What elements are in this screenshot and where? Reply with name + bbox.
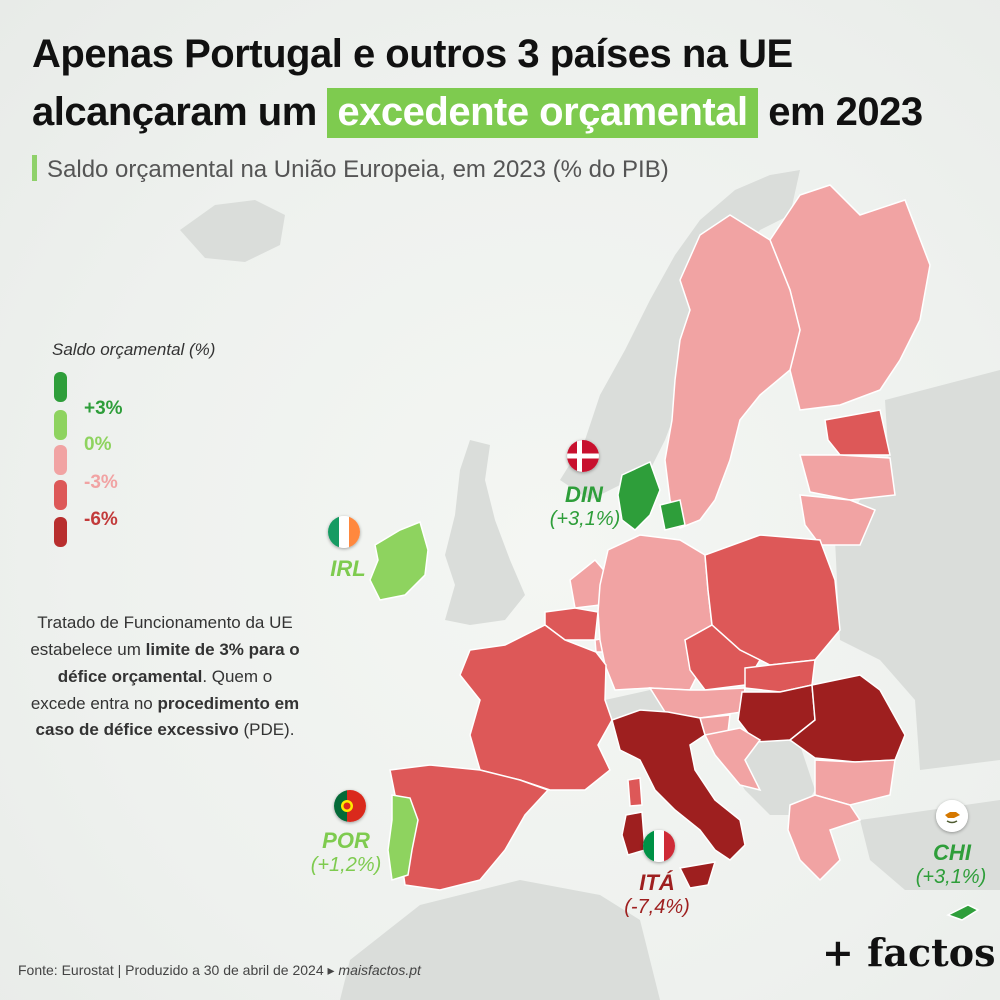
title-line-2-start: alcançaram um [32, 90, 317, 134]
italy-flag-icon [643, 830, 675, 862]
country-sweden [664, 214, 801, 529]
legend-label-minus3: -3% [84, 472, 118, 493]
legend-title: Saldo orçamental (%) [52, 340, 216, 359]
title-highlight: excedente orçamental [327, 88, 758, 138]
callout-por-name: POR [322, 828, 370, 853]
legend-swatch-zero [54, 445, 67, 475]
title-line-2-end: em 2023 [768, 90, 923, 134]
cyprus-flag-icon [936, 800, 968, 832]
legend-label-zero: 0% [84, 434, 112, 455]
legend-swatch-plus3 [54, 410, 67, 440]
country-italy-sardinia [621, 811, 646, 856]
legend-swatch-minus6 [54, 517, 67, 547]
country-latvia [799, 454, 896, 501]
country-germany [597, 534, 713, 691]
callout-ita-value: (-7,4%) [624, 896, 690, 918]
subtitle-text: Saldo orçamental na União Europeia, em 2… [47, 156, 669, 183]
note-text-2: . Quem o excede entra no [30, 666, 273, 713]
ireland-flag-icon [328, 516, 360, 548]
title-line-1: Apenas Portugal e outros 3 países na UE [32, 32, 793, 76]
north-africa-region [340, 880, 660, 1000]
brand-logo: + factos [822, 930, 996, 975]
legend-label-plus3: +3% [84, 398, 123, 419]
subtitle: Saldo orçamental na União Europeia, em 2… [32, 155, 669, 184]
country-croatia [703, 727, 762, 792]
country-greece [787, 794, 862, 882]
callout-chi-value: (+3,1%) [915, 866, 987, 888]
legend-swatch-top [54, 372, 67, 402]
country-portugal [387, 794, 419, 881]
britain-region [445, 440, 525, 625]
callout-din-value: (+3,1%) [549, 508, 621, 530]
country-cyprus [946, 904, 980, 921]
legend-label-minus6: -6% [84, 509, 118, 530]
country-estonia [824, 409, 891, 456]
note-bold-2: procedimento em caso de défice excessivo [35, 693, 300, 740]
east-region [835, 370, 1000, 770]
country-denmark [617, 460, 661, 531]
source-text: Fonte: Eurostat | Produzido a 30 de abri… [18, 962, 335, 978]
portugal-flag-icon [334, 790, 366, 822]
note-text-1: Tratado de Funcionamento da UE estabelec… [30, 613, 293, 659]
country-lithuania [799, 494, 876, 546]
callout-din-name: DIN [565, 482, 603, 507]
country-france-corsica [627, 777, 643, 807]
callout-chi-name: CHI [933, 840, 971, 865]
country-ireland [369, 520, 429, 601]
country-denmark-islands [659, 499, 686, 531]
iceland-region [180, 200, 285, 262]
country-italy [611, 709, 746, 861]
treaty-note: Tratado de Funcionamento da UE estabelec… [30, 610, 300, 744]
source-line: Fonte: Eurostat | Produzido a 30 de abri… [18, 962, 421, 979]
country-finland [769, 184, 931, 411]
callout-ita-name: ITÁ [639, 870, 675, 895]
callout-por-value: (+1,2%) [310, 854, 382, 876]
legend-swatch-minus3 [54, 480, 67, 510]
title-line-2: alcançaram um excedente orçamental em 20… [32, 88, 923, 138]
country-france [459, 624, 613, 791]
note-bold-1: limite de 3% para o défice orçamental [57, 639, 300, 686]
country-italy-sicily [678, 861, 717, 889]
callout-irl-name: IRL [330, 556, 366, 581]
denmark-flag-icon [567, 440, 599, 472]
source-site: maisfactos.pt [338, 962, 421, 978]
note-text-3: (PDE). [238, 720, 295, 740]
subtitle-accent-bar [32, 155, 37, 181]
